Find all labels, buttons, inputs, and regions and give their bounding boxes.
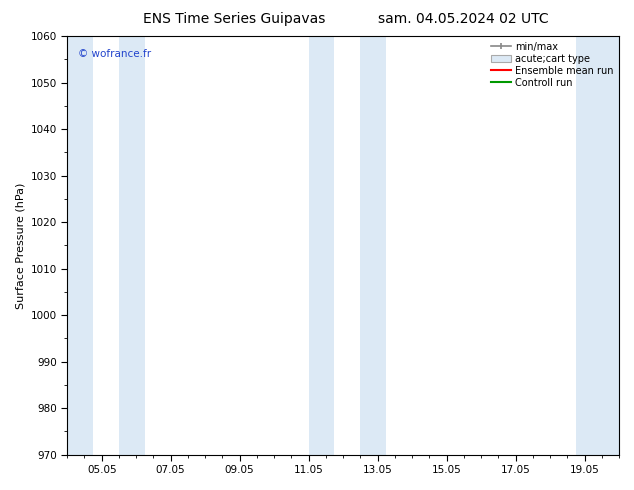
Legend: min/max, acute;cart type, Ensemble mean run, Controll run: min/max, acute;cart type, Ensemble mean … <box>488 39 616 91</box>
Bar <box>360 36 386 455</box>
Y-axis label: Surface Pressure (hPa): Surface Pressure (hPa) <box>15 182 25 309</box>
Bar <box>602 36 628 455</box>
Bar <box>67 36 93 455</box>
Bar <box>576 36 602 455</box>
Bar <box>119 36 145 455</box>
Text: sam. 04.05.2024 02 UTC: sam. 04.05.2024 02 UTC <box>377 12 548 26</box>
Text: © wofrance.fr: © wofrance.fr <box>78 49 152 59</box>
Text: ENS Time Series Guipavas: ENS Time Series Guipavas <box>143 12 326 26</box>
Bar <box>309 36 335 455</box>
